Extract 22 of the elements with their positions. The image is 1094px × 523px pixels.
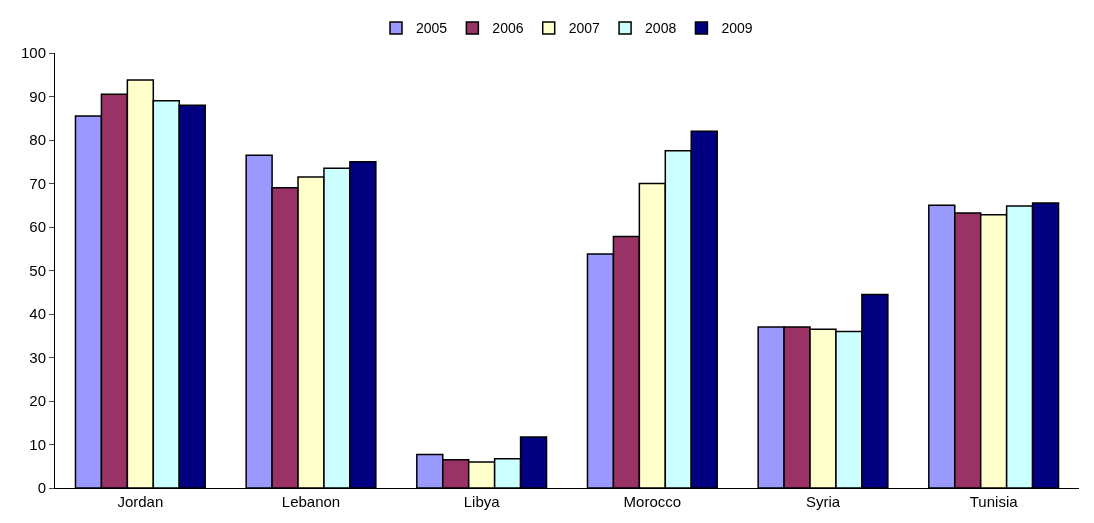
- legend-label: 2009: [721, 20, 753, 37]
- y-tick-label: 40: [29, 305, 46, 323]
- y-tick-label: 50: [29, 261, 46, 279]
- legend-label: 2006: [492, 20, 524, 37]
- y-tick-label: 80: [29, 131, 46, 149]
- y-tick-label: 10: [29, 435, 46, 453]
- y-tick-label: 60: [29, 218, 46, 236]
- y-tick-label: 30: [29, 348, 46, 366]
- y-tick-label: 100: [20, 44, 46, 62]
- legend-label: 2005: [416, 20, 448, 37]
- legend-label: 2008: [645, 20, 677, 37]
- x-tick-label: Libya: [463, 493, 501, 510]
- legend-label: 2007: [568, 20, 601, 37]
- y-tick-label: 70: [29, 174, 46, 192]
- x-tick-label: Morocco: [623, 493, 682, 510]
- x-tick-label: Syria: [805, 493, 841, 510]
- y-tick-label: 0: [37, 479, 46, 497]
- x-tick-label: Tunisia: [969, 493, 1019, 510]
- x-tick-label: Lebanon: [281, 493, 341, 510]
- y-tick-label: 90: [29, 87, 46, 105]
- x-tick-label: Jordan: [117, 493, 164, 510]
- y-tick-label: 20: [29, 392, 46, 410]
